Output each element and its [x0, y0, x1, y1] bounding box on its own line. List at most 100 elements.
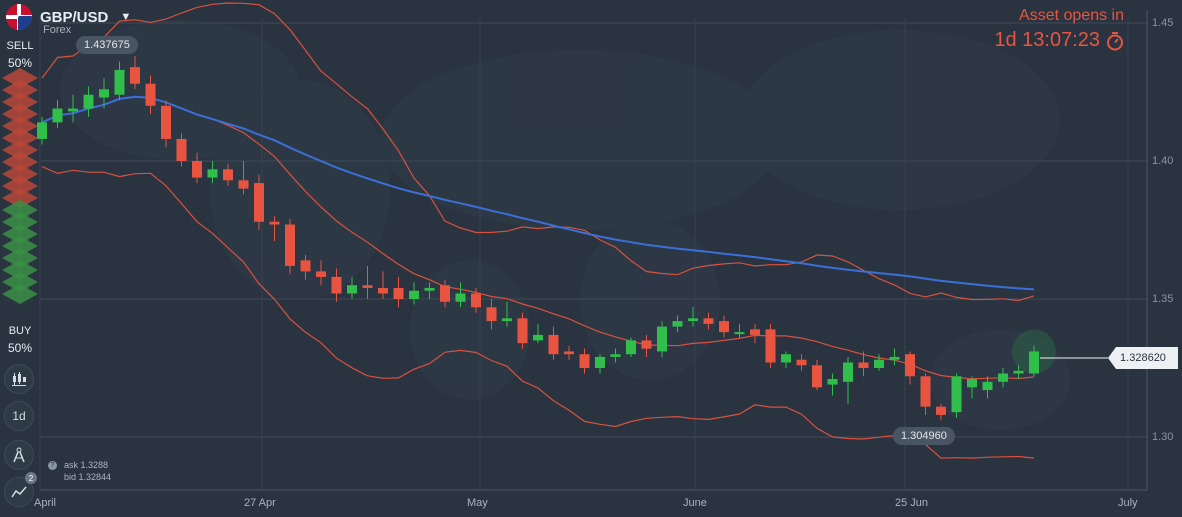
candle[interactable]: [486, 299, 497, 330]
candle[interactable]: [951, 373, 962, 418]
x-tick-label: 25 Jun: [895, 497, 929, 509]
candle[interactable]: [858, 351, 869, 377]
candle[interactable]: [409, 282, 419, 305]
candle[interactable]: [533, 323, 543, 344]
current-candle-glow: [1012, 329, 1056, 374]
candlestick-icon: [12, 372, 26, 386]
candle[interactable]: [874, 354, 884, 371]
candle[interactable]: [967, 376, 977, 399]
candle[interactable]: [424, 282, 435, 299]
candle[interactable]: [657, 321, 667, 357]
candle[interactable]: [145, 75, 156, 115]
y-tick-label: 1.30: [1152, 431, 1174, 443]
candle[interactable]: [579, 348, 590, 374]
timeframe-button[interactable]: 1d: [4, 401, 34, 431]
low-price-label: 1.304960: [893, 427, 955, 445]
chart-type-button[interactable]: [4, 364, 34, 394]
x-tick-label: May: [467, 497, 488, 509]
grid: [39, 10, 1148, 491]
asset-open-label: Asset opens in: [1019, 7, 1124, 24]
candle[interactable]: [68, 94, 78, 123]
candle[interactable]: [548, 326, 559, 360]
candle[interactable]: [688, 307, 698, 327]
indicator-count-badge: 2: [25, 472, 37, 484]
asset-selector[interactable]: GBP/USD ▼: [6, 4, 131, 30]
timeframe-value: 1d: [12, 409, 26, 423]
world-map-background: [60, 20, 1070, 430]
chevron-down-icon[interactable]: ▼: [120, 11, 132, 23]
candle[interactable]: [998, 368, 1008, 388]
candle[interactable]: [285, 218, 295, 275]
candle[interactable]: [517, 312, 528, 349]
candle[interactable]: [641, 334, 652, 357]
candle[interactable]: [812, 359, 822, 391]
candle[interactable]: [889, 348, 900, 366]
candle[interactable]: [316, 260, 326, 286]
ask-price: ask 1.3288: [64, 460, 109, 470]
candle[interactable]: [626, 337, 636, 357]
compass-icon: [13, 447, 25, 463]
candle[interactable]: [982, 376, 993, 399]
sell-label: SELL: [6, 40, 34, 52]
sell-sentiment: SELL 50%: [0, 40, 40, 70]
candle[interactable]: [393, 276, 404, 308]
candle[interactable]: [83, 86, 94, 117]
candle[interactable]: [502, 301, 512, 327]
candle[interactable]: [331, 268, 342, 302]
candle[interactable]: [765, 323, 776, 368]
candle[interactable]: [114, 61, 125, 101]
x-tick-label: 27 Apr: [244, 497, 276, 509]
gbp-usd-flag-icon: [6, 4, 32, 30]
info-icon[interactable]: ?: [48, 461, 57, 470]
candle[interactable]: [192, 152, 202, 184]
candle[interactable]: [223, 163, 233, 186]
x-tick-label: July: [1118, 497, 1138, 509]
candle[interactable]: [920, 373, 931, 415]
candle[interactable]: [1013, 365, 1024, 380]
candle[interactable]: [176, 133, 187, 167]
candle[interactable]: [440, 279, 450, 308]
candle[interactable]: [362, 265, 373, 299]
candle[interactable]: [719, 315, 729, 338]
lower-band: [41, 165, 1035, 459]
buy-percent: 50%: [7, 341, 33, 355]
candle[interactable]: [471, 287, 481, 313]
candle[interactable]: [99, 78, 109, 109]
candle[interactable]: [827, 373, 838, 396]
x-tick-label: June: [683, 497, 707, 509]
candle[interactable]: [905, 351, 915, 385]
candle[interactable]: [130, 56, 140, 90]
sell-percent: 50%: [7, 56, 33, 70]
candle[interactable]: [796, 354, 807, 371]
candle[interactable]: [843, 356, 853, 404]
y-tick-label: 1.40: [1152, 155, 1174, 167]
current-price-tag: 1.328620: [1108, 347, 1178, 369]
candle[interactable]: [37, 116, 47, 145]
candle[interactable]: [254, 174, 264, 230]
candle[interactable]: [455, 282, 466, 308]
candle[interactable]: [378, 271, 388, 299]
candle[interactable]: [703, 312, 714, 330]
candle[interactable]: [269, 216, 280, 242]
y-tick-label: 1.45: [1152, 17, 1174, 29]
candle[interactable]: [610, 348, 621, 363]
y-tick-label: 1.35: [1152, 293, 1174, 305]
candle[interactable]: [734, 323, 745, 338]
candle[interactable]: [781, 351, 791, 368]
candle[interactable]: [347, 276, 357, 299]
candle[interactable]: [564, 345, 574, 360]
quote-info: ? ask 1.3288 bid 1.32844: [48, 459, 111, 483]
drawing-tools-button[interactable]: [4, 440, 34, 470]
candle[interactable]: [161, 100, 171, 148]
candle[interactable]: [936, 403, 946, 421]
candle[interactable]: [750, 323, 760, 344]
candle[interactable]: [1029, 345, 1039, 377]
candle[interactable]: [52, 100, 63, 128]
candle[interactable]: [595, 354, 605, 374]
candle[interactable]: [238, 161, 249, 195]
candle[interactable]: [207, 161, 218, 184]
candle[interactable]: [300, 254, 311, 280]
indicators-button[interactable]: 2: [4, 472, 37, 507]
candle[interactable]: [672, 315, 683, 333]
